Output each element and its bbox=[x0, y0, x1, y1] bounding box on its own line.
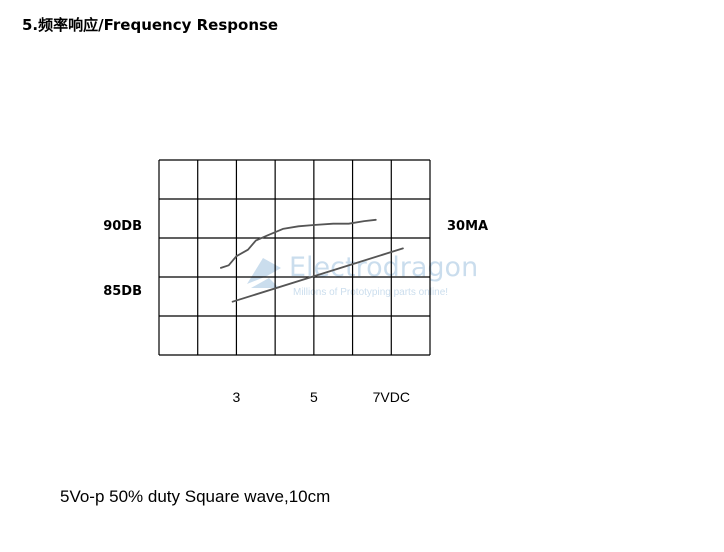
x-tick-label: 3 bbox=[233, 389, 241, 405]
x-tick-label: 5 bbox=[310, 389, 318, 405]
page-heading: 5.频率响应/Frequency Response bbox=[22, 16, 279, 34]
y-tick-label-left: 85DB bbox=[103, 284, 142, 299]
y-tick-label-right: 30MA bbox=[447, 219, 488, 234]
series-line-1 bbox=[219, 218, 377, 269]
chart-caption: 5Vo-p 50% duty Square wave,10cm bbox=[60, 487, 331, 506]
x-tick-label: 7VDC bbox=[373, 389, 410, 405]
y-tick-label-left: 90DB bbox=[103, 219, 142, 234]
series-line-2 bbox=[231, 247, 404, 303]
